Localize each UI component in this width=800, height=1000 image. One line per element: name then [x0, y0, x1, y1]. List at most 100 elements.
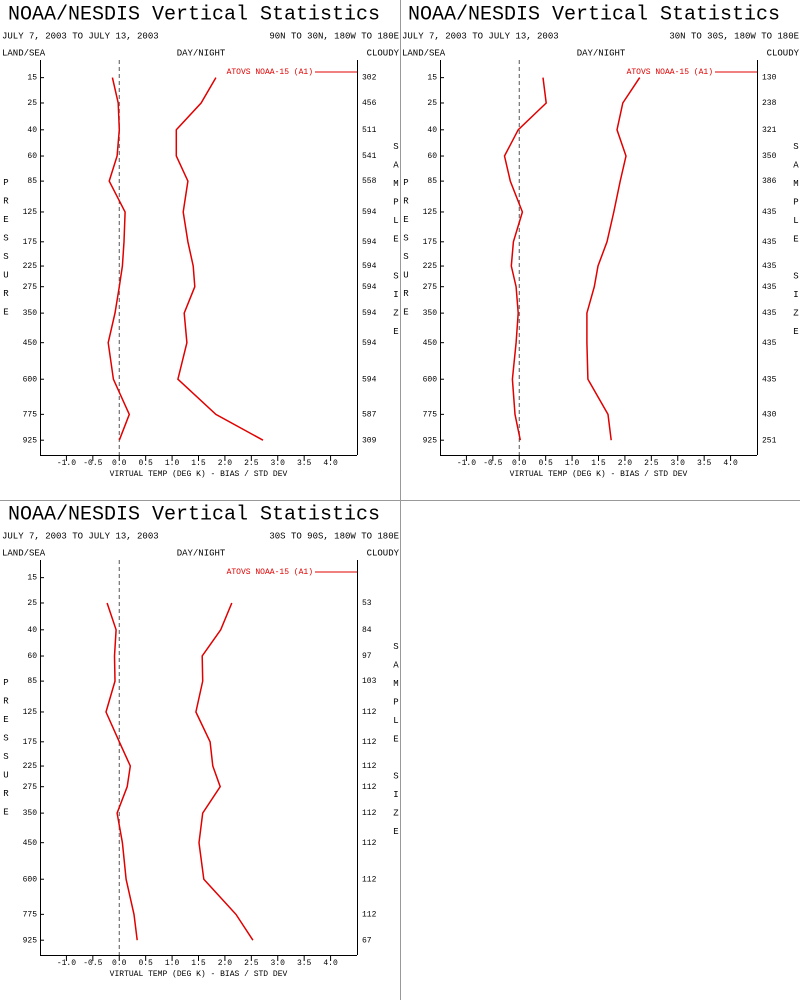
date-range: JULY 7, 2003 TO JULY 13, 2003 [402, 31, 559, 41]
x-axis-label: VIRTUAL TEMP (DEG K) - BIAS / STD DEV [110, 970, 288, 979]
y-tick-label: 925 [23, 936, 38, 945]
sample-size-label: 435 [762, 309, 777, 318]
x-tick-label: -1.0 [57, 459, 76, 468]
day-night-label: DAY/NIGHT [577, 48, 626, 58]
x-tick-label: 0.5 [138, 459, 153, 468]
x-tick-label: 1.0 [165, 959, 180, 968]
sample-size-label: 511 [362, 126, 377, 135]
day-night-label: DAY/NIGHT [177, 48, 226, 58]
x-tick-label: 2.0 [218, 959, 233, 968]
x-tick-label: -1.0 [457, 459, 476, 468]
land-sea-label: LAND/SEA [2, 548, 46, 558]
sample-size-label: 84 [362, 626, 372, 635]
sample-size-label: 350 [762, 152, 777, 161]
y-tick-label: 175 [23, 238, 38, 247]
sample-size-label: 251 [762, 436, 777, 445]
y-tick-label: 350 [23, 309, 38, 318]
sample-size-label: 594 [362, 339, 377, 348]
sample-size-label: 435 [762, 339, 777, 348]
sample-size-label: 53 [362, 599, 372, 608]
y-tick-label: 225 [423, 262, 438, 271]
y-tick-label: 925 [23, 436, 38, 445]
x-tick-label: 2.5 [244, 459, 259, 468]
sample-size-label: 594 [362, 283, 377, 292]
chart-title: NOAA/NESDIS Vertical Statistics [408, 3, 780, 26]
bias-line [503, 77, 547, 441]
x-tick-label: 4.0 [323, 959, 338, 968]
day-night-label: DAY/NIGHT [177, 548, 226, 558]
sample-size-label: 238 [762, 99, 777, 108]
x-tick-label: 0.5 [538, 459, 553, 468]
y-tick-label: 15 [427, 74, 437, 83]
y-tick-label: 450 [23, 839, 38, 848]
y-tick-label: 600 [423, 375, 438, 384]
std-dev-line [175, 77, 264, 441]
sample-size-label: 67 [362, 936, 372, 945]
x-tick-label: 0.0 [512, 459, 527, 468]
sample-size-label: 594 [362, 208, 377, 217]
y-tick-label: 450 [23, 339, 38, 348]
y-tick-label: 775 [423, 410, 438, 419]
x-tick-label: -0.5 [83, 459, 102, 468]
y-tick-label: 925 [423, 436, 438, 445]
x-tick-label: 2.0 [618, 459, 633, 468]
y-tick-label: 25 [27, 99, 37, 108]
std-dev-line [195, 602, 254, 941]
x-tick-label: 3.0 [671, 459, 686, 468]
x-tick-label: -0.5 [83, 959, 102, 968]
cloudy-label: CLOUDY [767, 48, 800, 58]
y-tick-label: 600 [23, 875, 38, 884]
sample-size-label: 97 [362, 652, 372, 661]
y-tick-label: 125 [423, 208, 438, 217]
x-tick-label: 1.5 [591, 459, 606, 468]
y-tick-label: 350 [423, 309, 438, 318]
bias-line [105, 602, 138, 941]
sample-size-label: 435 [762, 375, 777, 384]
sample-size-label: 112 [362, 875, 377, 884]
y-tick-label: 40 [27, 126, 37, 135]
x-tick-label: 2.5 [244, 959, 259, 968]
date-range: JULY 7, 2003 TO JULY 13, 2003 [2, 31, 159, 41]
sample-size-label: 594 [362, 238, 377, 247]
cloudy-label: CLOUDY [367, 548, 400, 558]
y-tick-label: 60 [27, 652, 37, 661]
x-tick-label: -1.0 [57, 959, 76, 968]
sample-size-label: 103 [362, 677, 377, 686]
sample-size-label: 386 [762, 177, 777, 186]
y-tick-label: 775 [23, 410, 38, 419]
sample-size-label: 112 [362, 783, 377, 792]
y-tick-label: 175 [23, 738, 38, 747]
x-tick-label: 4.0 [323, 459, 338, 468]
y-tick-label: 85 [427, 177, 437, 186]
y-tick-label: 15 [27, 574, 37, 583]
y-tick-label: 600 [23, 375, 38, 384]
chart-title: NOAA/NESDIS Vertical Statistics [8, 3, 380, 26]
x-tick-label: 0.5 [138, 959, 153, 968]
x-tick-label: 1.0 [165, 459, 180, 468]
sample-size-label: 112 [362, 762, 377, 771]
y-tick-label: 450 [423, 339, 438, 348]
region: 30N TO 30S, 180W TO 180E [669, 31, 799, 41]
x-tick-label: 0.0 [112, 959, 127, 968]
y-tick-label: 225 [23, 262, 38, 271]
y-tick-label: 125 [23, 708, 38, 717]
sample-size-label: 112 [362, 809, 377, 818]
y-tick-label: 25 [427, 99, 437, 108]
cloudy-label: CLOUDY [367, 48, 400, 58]
sample-size-label: 594 [362, 309, 377, 318]
sample-size-label: 309 [362, 436, 377, 445]
x-tick-label: 2.0 [218, 459, 233, 468]
x-tick-label: 1.5 [191, 959, 206, 968]
x-tick-label: 3.5 [297, 959, 312, 968]
sample-size-label: 430 [762, 410, 777, 419]
y-tick-label: 40 [427, 126, 437, 135]
legend-label: ATOVS NOAA-15 (A1) [227, 68, 313, 77]
x-tick-label: 3.5 [697, 459, 712, 468]
